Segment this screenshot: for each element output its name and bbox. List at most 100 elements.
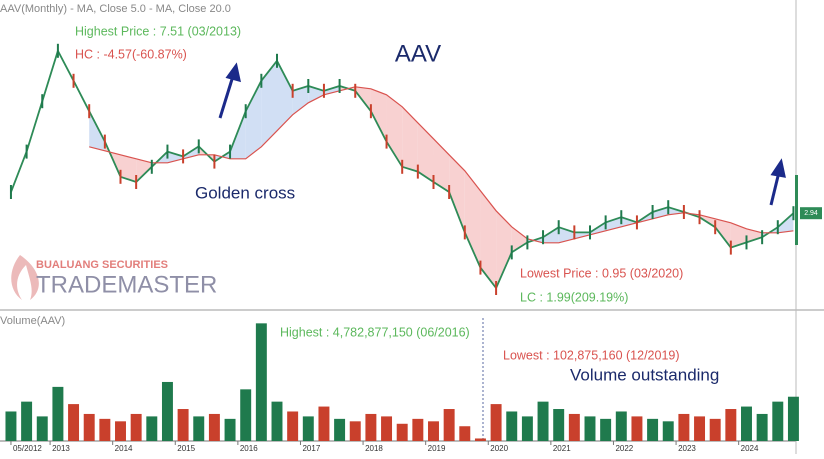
volume-bar (396, 423, 408, 441)
volume-bar (381, 416, 393, 441)
chart-title: AAV (395, 40, 441, 67)
annotation: Highest : 4,782,877,150 (06/2016) (280, 325, 470, 339)
volume-bar (161, 381, 173, 441)
volume-bar (459, 426, 471, 441)
volume-bar (146, 416, 158, 441)
ma-fill (417, 122, 434, 182)
volume-bar (334, 418, 346, 441)
ma-fill (402, 106, 418, 172)
volume-bar (600, 418, 612, 441)
ma-fill (715, 218, 731, 248)
logo (11, 255, 39, 300)
x-tick-label: 2019 (428, 444, 446, 453)
arrowhead (225, 62, 241, 83)
volume-bar (115, 421, 126, 441)
annotation: Lowest : 102,875,160 (12/2019) (503, 348, 680, 362)
x-tick-label: 2017 (302, 444, 320, 453)
volume-header: Volume(AAV) (0, 315, 65, 327)
ma-fill (386, 94, 403, 167)
volume-bar (615, 411, 627, 441)
volume-bar (741, 406, 752, 441)
volume-bar (287, 411, 299, 441)
ma-fill (370, 88, 387, 142)
ma-fill (245, 80, 262, 159)
watermark-line2: TRADEMASTER (36, 271, 217, 298)
volume-bar (240, 389, 252, 441)
volume-bar (224, 418, 236, 441)
arrow (218, 75, 235, 119)
x-tick-label: 2024 (741, 444, 759, 453)
volume-bar (443, 409, 455, 441)
volume-bar (631, 416, 643, 441)
volume-bar (68, 404, 80, 441)
ma-fill (511, 226, 528, 253)
ma-fill (621, 217, 637, 227)
x-tick-label: 2018 (365, 444, 383, 453)
volume-bar (52, 386, 64, 441)
volume-bar (193, 416, 205, 441)
volume-bar (349, 421, 361, 441)
watermark-line1: BUALUANG SECURITIES (36, 259, 168, 271)
annotation: Golden cross (195, 183, 295, 202)
price-tag-label: 2.94 (804, 210, 818, 217)
volume-bar (365, 413, 377, 441)
ma-fill (292, 86, 309, 115)
volume-bar (678, 413, 690, 441)
price-tag (800, 207, 822, 220)
x-tick-label: 2022 (615, 444, 633, 453)
x-tick-label: 2016 (240, 444, 258, 453)
annotation: HC : -4.57(-60.87%) (75, 47, 187, 61)
volume-bar (21, 401, 33, 441)
arrows (218, 62, 786, 206)
x-tick-label: 2015 (177, 444, 195, 453)
volume-bar (725, 409, 737, 441)
x-tick-label: 2014 (115, 444, 133, 453)
ma-fill (464, 170, 481, 268)
volume-bar (99, 418, 111, 441)
volume-bar (787, 396, 799, 441)
ma-fill (496, 210, 512, 288)
volume-bar (208, 413, 220, 441)
annotation: Highest Price : 7.51 (03/2013) (75, 24, 241, 38)
ma-fill (449, 154, 465, 233)
ma-fill (120, 154, 137, 182)
volume-bar (521, 416, 533, 441)
volume-bar (584, 416, 596, 441)
volume-bar (271, 401, 283, 441)
volume-bar (255, 323, 267, 441)
x-tick-label: 2020 (490, 444, 508, 453)
arrowhead (770, 158, 786, 178)
ma-fill (652, 207, 669, 219)
axis-marker (795, 175, 798, 245)
volume-bar (5, 411, 17, 441)
ma-line (89, 86, 794, 244)
x-tick-label: 2023 (678, 444, 696, 453)
ma-fill (261, 60, 277, 147)
volume-bar (474, 438, 486, 441)
volume-bar (428, 421, 439, 441)
ma-fill (730, 222, 747, 248)
volume-bar (318, 406, 330, 441)
ma-fill (167, 151, 184, 163)
annotation: LC : 1.99(209.19%) (520, 290, 628, 304)
x-tick-label: 2013 (52, 444, 70, 453)
volume-bar (756, 413, 768, 441)
annotation: Lowest Price : 0.95 (03/2020) (520, 266, 683, 280)
volume-bar (662, 421, 674, 441)
volume-bar (647, 418, 659, 441)
volume-bar (177, 409, 189, 441)
volume-bar (302, 416, 314, 441)
volume-bar (553, 409, 565, 441)
ma-fill (323, 86, 340, 95)
arrow (769, 171, 781, 206)
volume-bar (694, 416, 706, 441)
volume-bar (130, 413, 142, 441)
volume-bar (568, 413, 580, 441)
volume-bar (537, 401, 549, 441)
ma-fill (433, 138, 450, 192)
ma-fill (136, 158, 152, 182)
ma-fill (777, 213, 794, 233)
x-tick-label: 2021 (553, 444, 571, 453)
x-tick-label: 05/2012 (13, 444, 42, 453)
